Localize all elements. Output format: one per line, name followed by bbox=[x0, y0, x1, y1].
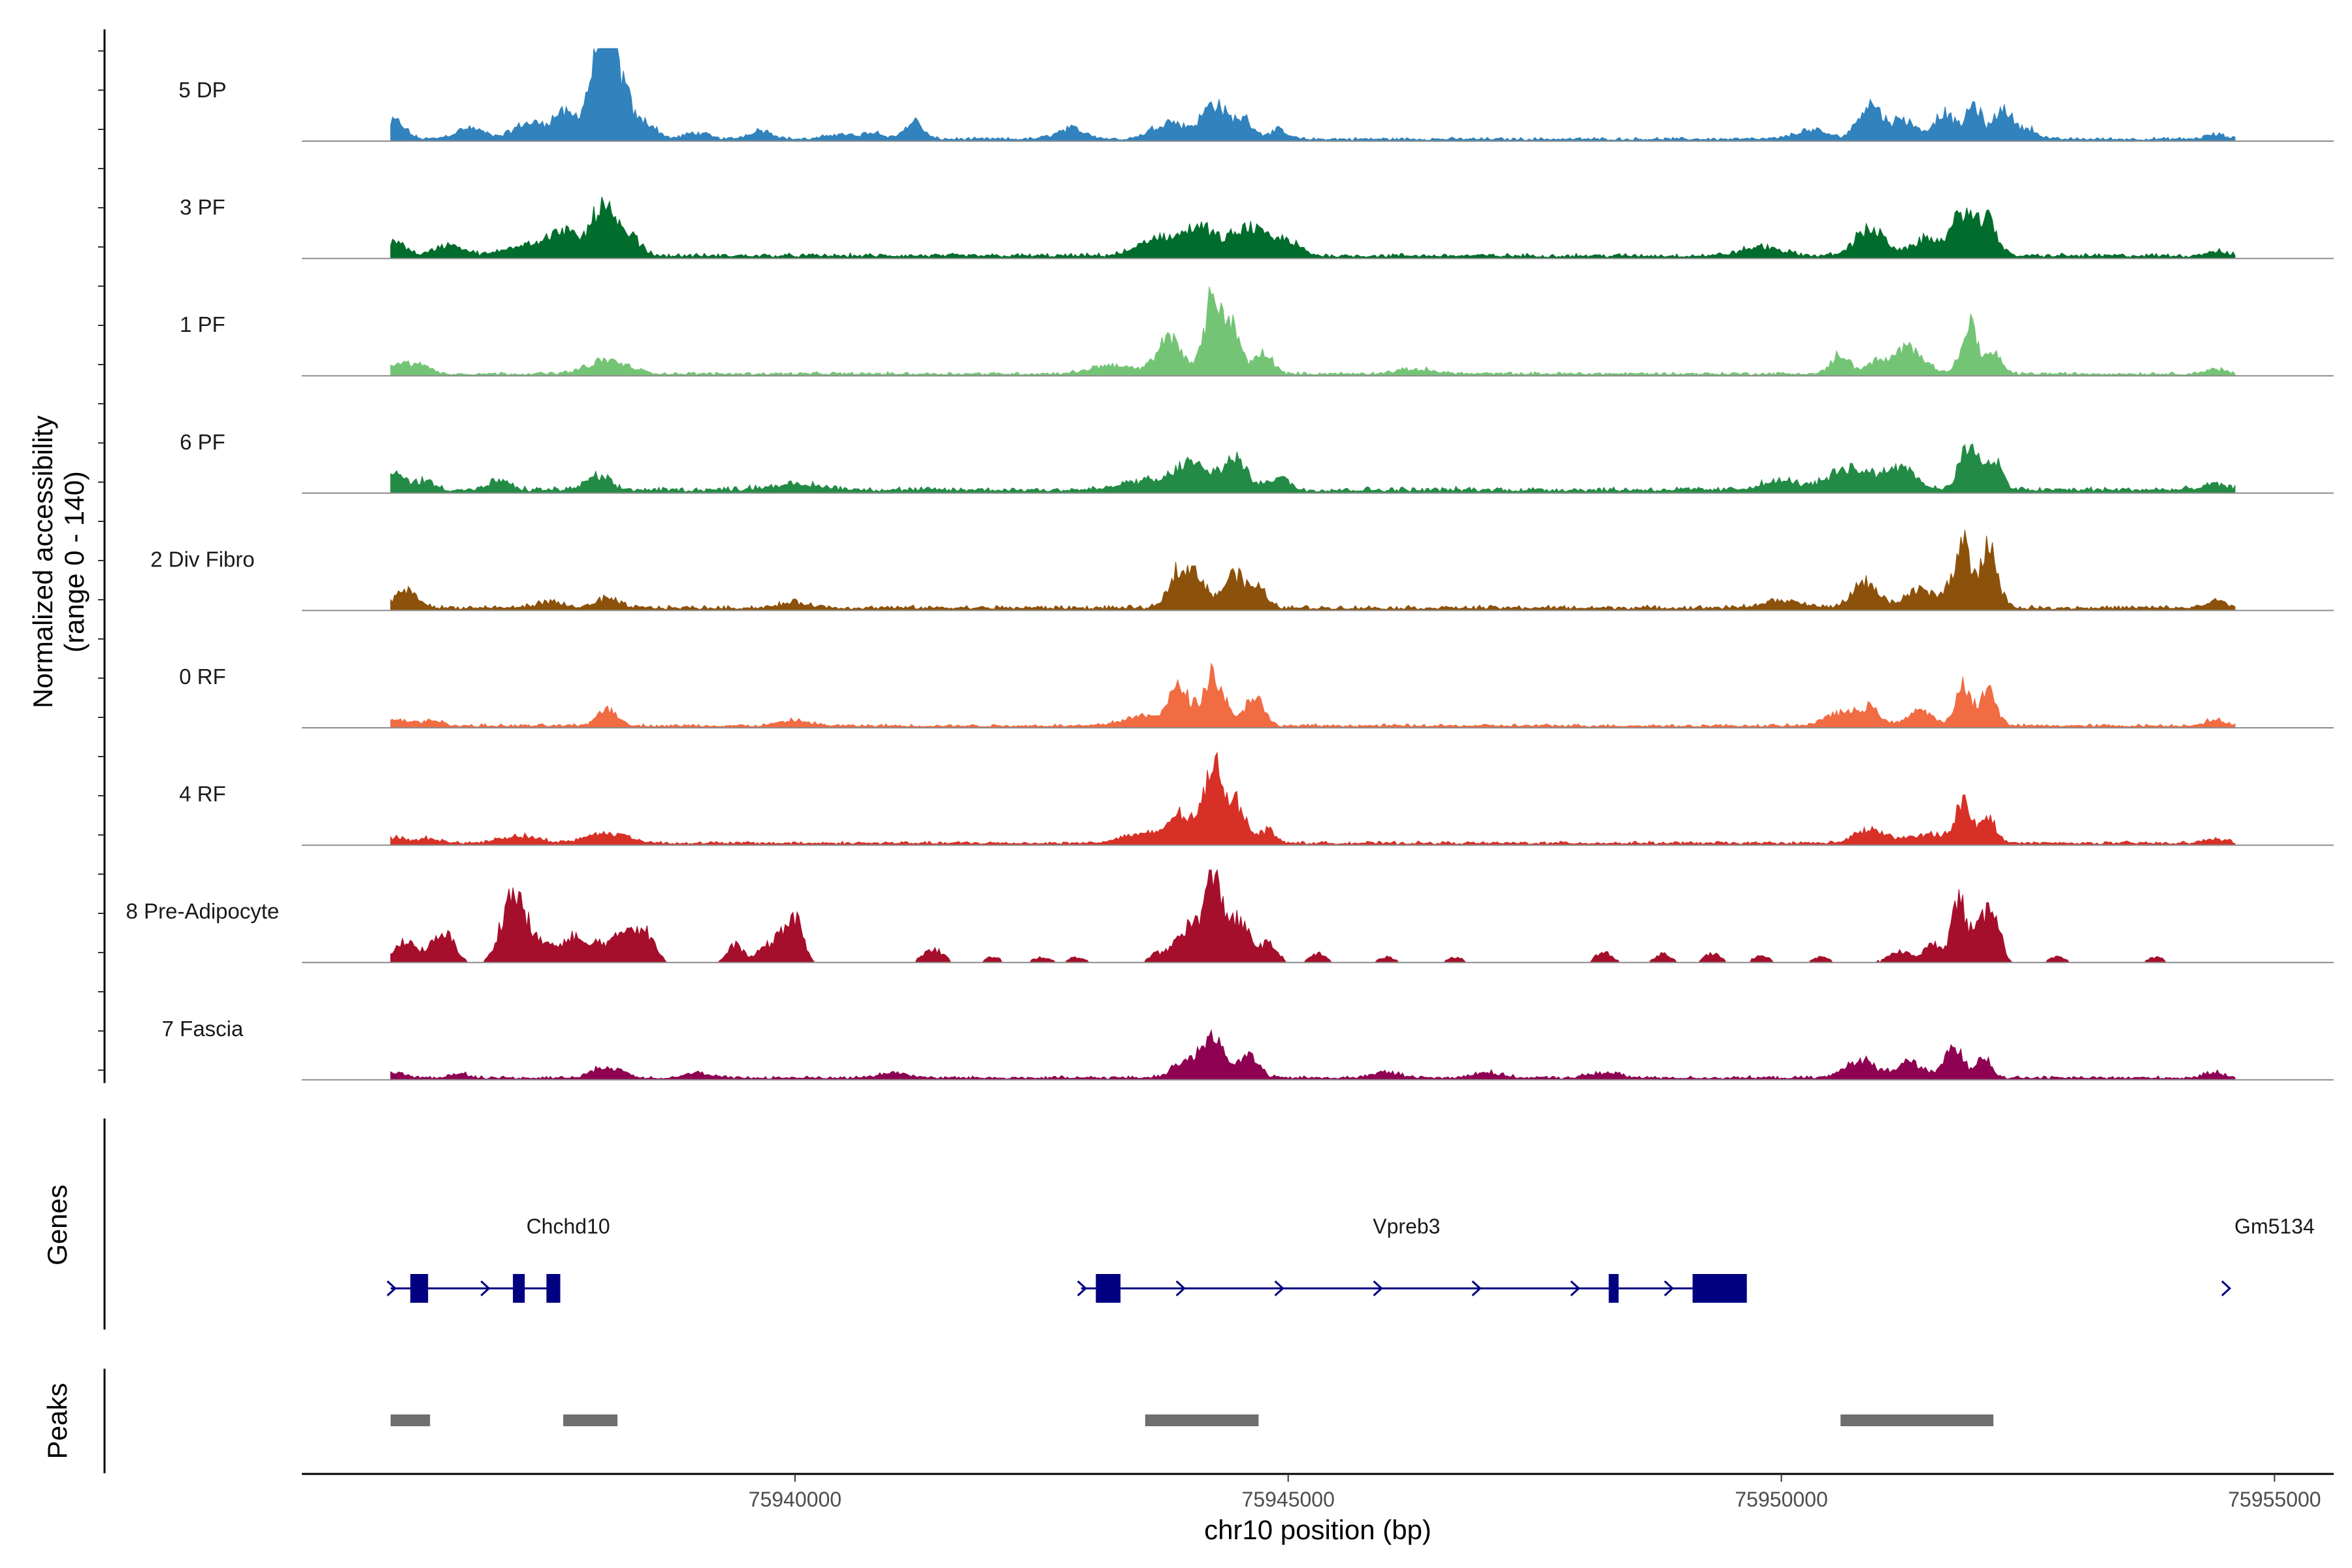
coverage-area bbox=[390, 530, 2236, 611]
strand-arrow bbox=[1471, 1280, 1482, 1297]
track-8-pre-adipocyte: 8 Pre-Adipocyte bbox=[126, 868, 2334, 964]
x-tick-label: 75940000 bbox=[749, 1488, 841, 1511]
exon-block bbox=[1609, 1274, 1619, 1303]
track-5-dp: 5 DP bbox=[178, 48, 2334, 142]
gene-track: Chchd10 Vpreb3 Gm5134 bbox=[103, 1119, 2315, 1330]
strand-arrow bbox=[2221, 1280, 2232, 1297]
x-axis-title: chr10 position (bp) bbox=[1204, 1514, 1431, 1545]
exon-block bbox=[513, 1274, 525, 1303]
coverage-area bbox=[390, 1029, 2236, 1081]
x-tick-label: 75955000 bbox=[2228, 1488, 2321, 1511]
exon-block bbox=[1096, 1274, 1121, 1303]
track-label: 3 PF bbox=[180, 195, 225, 220]
track-label: 5 DP bbox=[178, 78, 226, 102]
gene-label: Chchd10 bbox=[527, 1215, 610, 1238]
exon-block bbox=[546, 1274, 561, 1303]
strand-arrow bbox=[1663, 1280, 1674, 1297]
track-0-rf: 0 RF bbox=[179, 662, 2334, 728]
coverage-tracks: 5 DP 3 PF 1 PF 6 PF 2 Div Fibro 0 RF 4 RF 8 Pre… bbox=[126, 48, 2334, 1081]
x-tick-label: 75945000 bbox=[1242, 1488, 1335, 1511]
track-1-pf: 1 PF bbox=[180, 286, 2334, 377]
gene-gm5134: Gm5134 bbox=[2221, 1215, 2315, 1297]
track-6-pf: 6 PF bbox=[180, 430, 2334, 494]
track-label: 2 Div Fibro bbox=[150, 547, 255, 571]
track-label: 7 Fascia bbox=[162, 1017, 244, 1041]
gene-label: Vpreb3 bbox=[1373, 1215, 1440, 1238]
coverage-area bbox=[390, 48, 2236, 142]
peaks-track-title: Peaks bbox=[42, 1383, 73, 1460]
exon-block bbox=[410, 1274, 429, 1303]
coverage-area bbox=[390, 662, 2236, 728]
coverage-area bbox=[390, 197, 2236, 259]
y-axis-title-line1: Normalized accessibility bbox=[27, 416, 58, 708]
track-3-pf: 3 PF bbox=[180, 195, 2334, 259]
strand-arrow bbox=[1570, 1280, 1580, 1297]
coverage-area bbox=[390, 868, 2235, 964]
peak-region bbox=[563, 1414, 618, 1426]
track-label: 4 RF bbox=[179, 782, 226, 806]
peak-region bbox=[390, 1414, 431, 1426]
gene-label: Gm5134 bbox=[2234, 1215, 2315, 1238]
exon-block bbox=[1692, 1274, 1747, 1303]
strand-arrow bbox=[1175, 1280, 1186, 1297]
gene-vpreb3: Vpreb3 bbox=[1077, 1215, 1747, 1303]
strand-arrow bbox=[1274, 1280, 1284, 1297]
strand-arrow bbox=[386, 1280, 397, 1297]
track-label: 8 Pre-Adipocyte bbox=[126, 899, 280, 923]
left-axis bbox=[98, 29, 106, 1083]
x-axis: 75940000 75945000 75950000 75955000 bbox=[302, 1473, 2334, 1511]
coverage-area bbox=[390, 751, 2236, 846]
coverage-area bbox=[390, 443, 2236, 494]
y-axis-title-line2: (range 0 - 140) bbox=[59, 471, 90, 653]
peak-region bbox=[1145, 1414, 1259, 1426]
genes-track-title: Genes bbox=[42, 1184, 73, 1266]
strand-arrow bbox=[1373, 1280, 1383, 1297]
x-tick-label: 75950000 bbox=[1735, 1488, 1827, 1511]
track-label: 6 PF bbox=[180, 430, 225, 454]
track-7-fascia: 7 Fascia bbox=[162, 1017, 2334, 1081]
track-label: 0 RF bbox=[179, 664, 226, 689]
coverage-area bbox=[390, 286, 2236, 376]
peak-track bbox=[103, 1369, 1994, 1473]
track-label: 1 PF bbox=[180, 312, 225, 336]
track-4-rf: 4 RF bbox=[179, 751, 2334, 846]
peak-region bbox=[1840, 1414, 1994, 1426]
strand-arrow bbox=[480, 1280, 491, 1297]
gene-chchd10: Chchd10 bbox=[386, 1215, 610, 1303]
track-2-div-fibro: 2 Div Fibro bbox=[150, 530, 2334, 612]
strand-arrow bbox=[1077, 1280, 1087, 1297]
